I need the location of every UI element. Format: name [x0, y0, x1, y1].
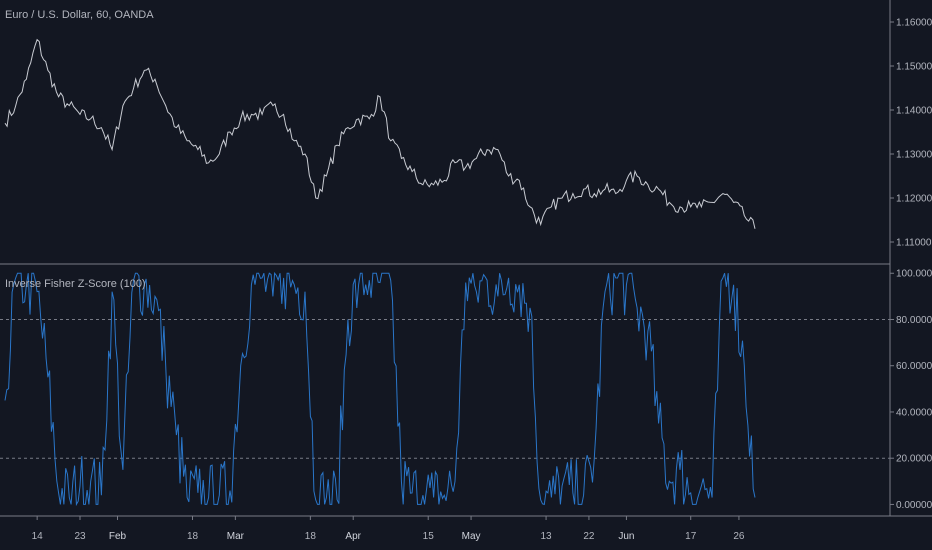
- time-axis-label: 22: [583, 531, 595, 542]
- time-axis-label: 13: [541, 531, 553, 542]
- price-axis-label: 1.15000: [896, 62, 932, 73]
- indicator-axis-label: 80.00000: [896, 315, 932, 326]
- time-axis-label: Mar: [227, 531, 245, 542]
- time-axis-label: Feb: [109, 531, 127, 542]
- indicator-axis-label: 0.00000: [896, 500, 932, 511]
- indicator-axis-label: 60.00000: [896, 361, 932, 372]
- indicator-axis[interactable]: 100.00000 80.00000 60.00000 40.00000 20.0000…: [890, 269, 932, 511]
- price-axis-label: 1.11000: [896, 238, 932, 249]
- indicator-axis-label: 100.00000: [896, 269, 932, 280]
- price-chart-title: Euro / U.S. Dollar, 60, OANDA: [5, 9, 154, 21]
- price-axis-label: 1.13000: [896, 150, 932, 161]
- indicator-line: [4, 271, 756, 507]
- time-axis-label: 18: [187, 531, 199, 542]
- time-axis-label: 15: [423, 531, 435, 542]
- time-axis-label: 23: [74, 531, 86, 542]
- indicator-axis-label: 40.00000: [896, 407, 932, 418]
- indicator-title: Inverse Fisher Z-Score (100): [5, 278, 146, 290]
- price-axis-label: 1.14000: [896, 106, 932, 117]
- time-axis-label: 14: [32, 531, 44, 542]
- price-axis-label: 1.16000: [896, 18, 932, 29]
- time-axis[interactable]: 14 23 Feb 18 Mar 18 Apr 15 May 13 22 Jun 17 26: [32, 516, 745, 542]
- time-axis-label: 17: [685, 531, 697, 542]
- time-axis-label: 26: [733, 531, 745, 542]
- time-axis-label: May: [462, 531, 481, 542]
- time-axis-label: 18: [305, 531, 317, 542]
- time-axis-label: Apr: [345, 531, 361, 542]
- indicator-axis-label: 20.00000: [896, 454, 932, 465]
- indicator-pane[interactable]: [0, 271, 890, 507]
- price-axis[interactable]: 1.16000 1.15000 1.14000 1.13000 1.12000 1.110…: [890, 18, 932, 249]
- time-axis-label: Jun: [618, 531, 634, 542]
- price-axis-label: 1.12000: [896, 194, 932, 205]
- price-pane[interactable]: [4, 38, 756, 229]
- price-line: [4, 38, 756, 229]
